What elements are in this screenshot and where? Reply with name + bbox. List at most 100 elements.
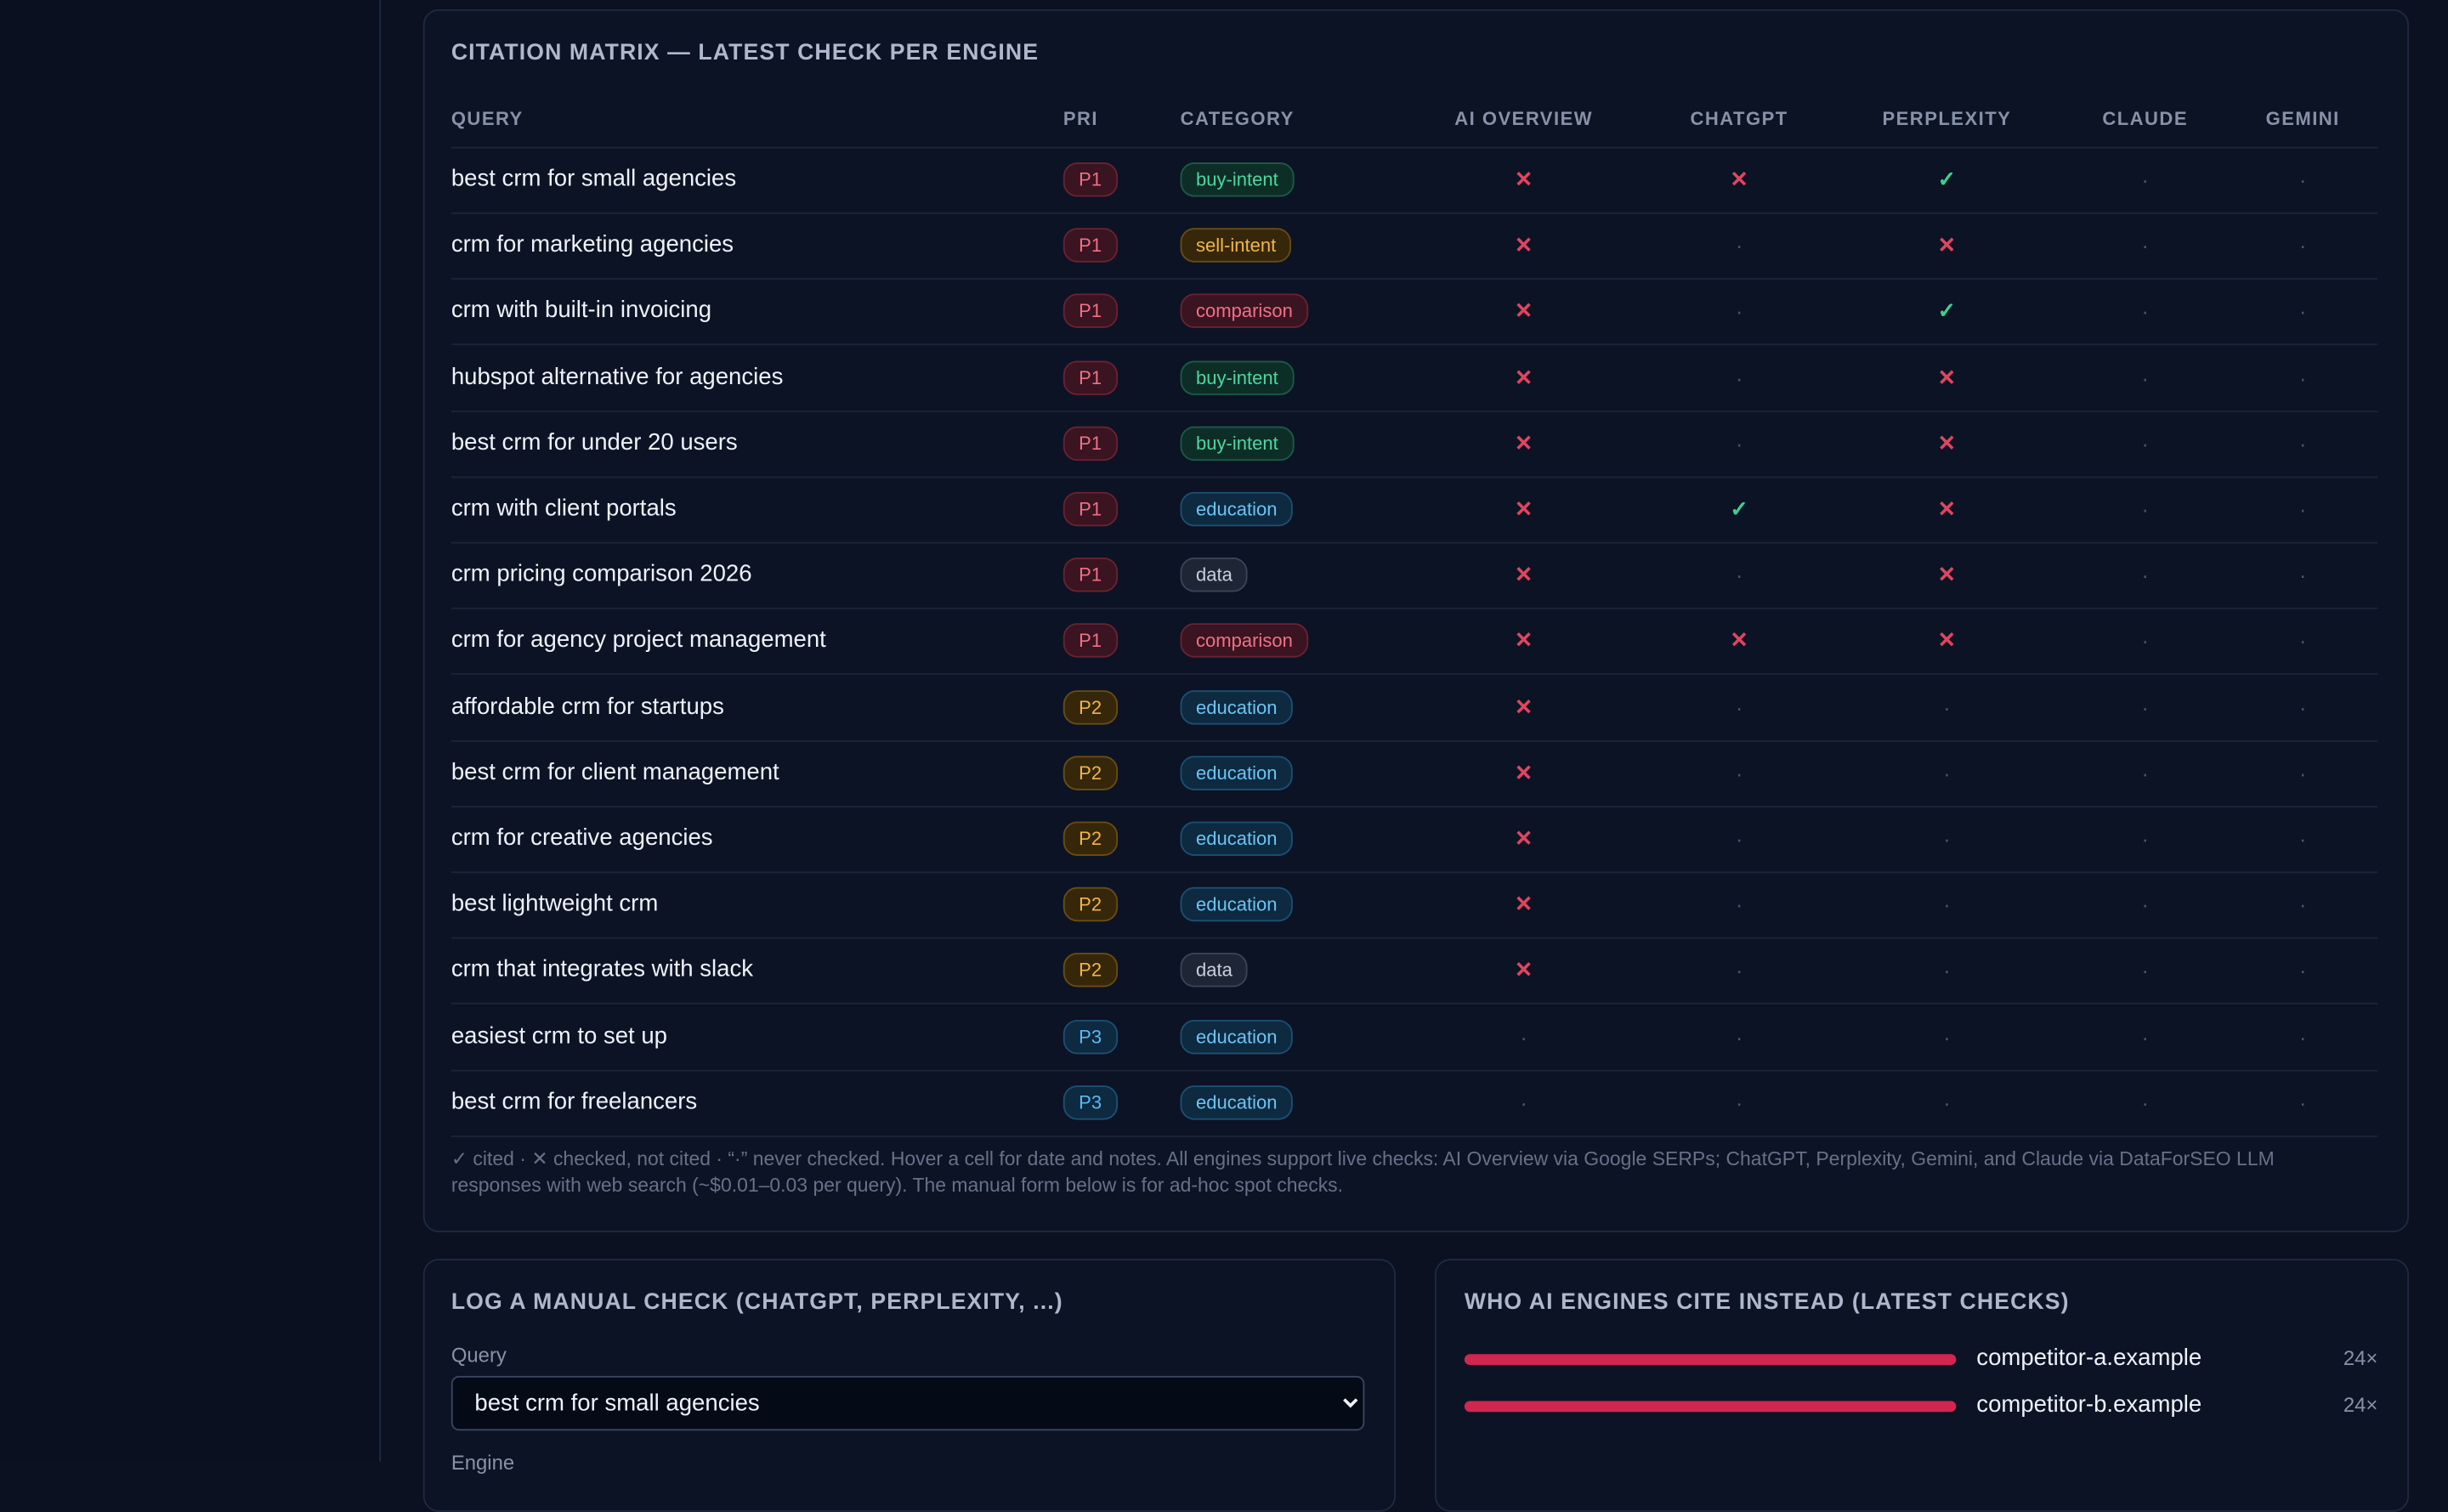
citation-cell: ✕ — [1514, 364, 1533, 389]
row-sep — [450, 343, 2378, 346]
row-sep — [450, 541, 2378, 544]
query-text: crm for agency project management — [450, 626, 826, 654]
manual-title: LOG A MANUAL CHECK (CHATGPT, PERPLEXITY,… — [450, 1289, 1063, 1316]
category-pill: data — [1180, 953, 1249, 988]
citation-cell: ✕ — [1514, 232, 1533, 258]
citation-cell: · — [2141, 694, 2149, 720]
category-pill: education — [1180, 1019, 1293, 1054]
row-sep — [450, 871, 2378, 874]
citation-cell: · — [1943, 826, 1951, 852]
footnote: ✓ cited · ✕ checked, not cited · “·” nev… — [450, 1147, 2275, 1197]
citation-cell: ✕ — [1514, 496, 1533, 521]
citation-cell: · — [2298, 430, 2307, 456]
citation-cell: ✕ — [1730, 166, 1748, 192]
citation-cell: · — [2141, 233, 2149, 258]
column-header: CLAUDE — [2102, 107, 2189, 130]
citation-cell: · — [1735, 958, 1743, 983]
category-pill: education — [1180, 887, 1293, 922]
query-text: best crm for small agencies — [450, 165, 737, 193]
citation-cell: ✕ — [1514, 891, 1533, 917]
category-pill: education — [1180, 1084, 1293, 1120]
citation-cell: · — [1735, 826, 1743, 852]
citation-cell: · — [2298, 628, 2307, 654]
competitor-bar — [1464, 1401, 1957, 1413]
query-text: best crm for client management — [450, 758, 779, 785]
row-sep — [450, 1003, 2378, 1005]
citation-cell: · — [2141, 365, 2149, 390]
header-sep — [450, 146, 2378, 149]
category-pill: sell-intent — [1180, 228, 1292, 263]
citation-cell: ✓ — [1730, 496, 1748, 521]
priority-pill: P2 — [1062, 953, 1118, 988]
citation-cell: · — [2141, 562, 2149, 588]
citation-cell: · — [1735, 562, 1743, 588]
citation-cell: · — [2141, 628, 2149, 654]
query-text: crm with built-in invoicing — [450, 297, 712, 325]
citation-cell: ✕ — [1514, 297, 1533, 324]
citation-cell: · — [1520, 1090, 1527, 1115]
query-text: crm for marketing agencies — [450, 231, 734, 258]
citation-cell: · — [2298, 233, 2307, 258]
query-text: best crm for freelancers — [450, 1088, 698, 1115]
category-pill: buy-intent — [1180, 360, 1295, 395]
column-header: AI OVERVIEW — [1454, 107, 1594, 130]
citation-cell: · — [2141, 1023, 2149, 1050]
citation-cell: · — [2298, 298, 2307, 325]
citation-cell: · — [1735, 1023, 1743, 1050]
priority-pill: P1 — [1062, 294, 1118, 329]
competitor-count: 24× — [2343, 1393, 2378, 1417]
category-pill: comparison — [1180, 294, 1309, 329]
matrix-card — [422, 9, 2410, 1232]
row-sep — [450, 673, 2378, 676]
citation-cell: ✕ — [1937, 627, 1957, 653]
priority-pill: P2 — [1062, 756, 1118, 790]
query-text: best lightweight crm — [450, 890, 659, 918]
citation-cell: · — [2141, 826, 2149, 852]
priority-pill: P2 — [1062, 887, 1118, 922]
citation-cell: · — [1735, 298, 1743, 325]
priority-pill: P3 — [1062, 1084, 1118, 1120]
citation-cell: ✕ — [1514, 694, 1533, 719]
sidebar — [0, 0, 382, 1463]
citation-cell: ✕ — [1514, 825, 1533, 851]
query-text: affordable crm for startups — [450, 693, 724, 720]
citation-cell: · — [1735, 430, 1743, 456]
row-sep — [450, 212, 2378, 214]
citation-cell: ✕ — [1514, 429, 1533, 456]
category-pill: education — [1180, 756, 1293, 790]
citation-cell: ✕ — [1730, 627, 1748, 653]
citation-cell: ✕ — [1937, 364, 1957, 389]
row-sep — [450, 608, 2378, 610]
category-pill: education — [1180, 491, 1293, 527]
engine-label: Engine — [450, 1451, 515, 1475]
priority-pill: P1 — [1062, 162, 1118, 197]
citation-cell: · — [2141, 760, 2149, 785]
query-text: crm for creative agencies — [450, 824, 713, 852]
citation-cell: · — [2141, 1090, 2149, 1115]
matrix-title: CITATION MATRIX — LATEST CHECK PER ENGIN… — [450, 40, 1040, 66]
priority-pill: P1 — [1062, 491, 1118, 527]
citation-cell: · — [2298, 892, 2307, 918]
query-select[interactable]: best crm for small agencies — [450, 1375, 1365, 1431]
citation-cell: · — [2298, 760, 2307, 785]
citation-cell: ✕ — [1514, 627, 1533, 653]
category-pill: buy-intent — [1180, 162, 1295, 197]
citation-cell: ✕ — [1514, 166, 1533, 192]
citation-cell: · — [1943, 694, 1951, 720]
category-pill: comparison — [1180, 623, 1309, 659]
column-header: PRI — [1062, 107, 1098, 130]
query-text: best crm for under 20 users — [450, 428, 738, 456]
citation-cell: · — [1735, 892, 1743, 918]
citation-cell: ✕ — [1937, 561, 1957, 587]
query-text: crm pricing comparison 2026 — [450, 561, 752, 588]
citation-cell: · — [1735, 1090, 1743, 1115]
citation-cell: ✕ — [1514, 759, 1533, 785]
competitor-domain: competitor-b.example — [1976, 1391, 2202, 1419]
citation-cell: · — [2298, 167, 2307, 193]
citation-cell: · — [2298, 496, 2307, 522]
citation-cell: · — [2298, 1023, 2307, 1050]
row-sep — [450, 805, 2378, 807]
row-sep — [450, 278, 2378, 280]
